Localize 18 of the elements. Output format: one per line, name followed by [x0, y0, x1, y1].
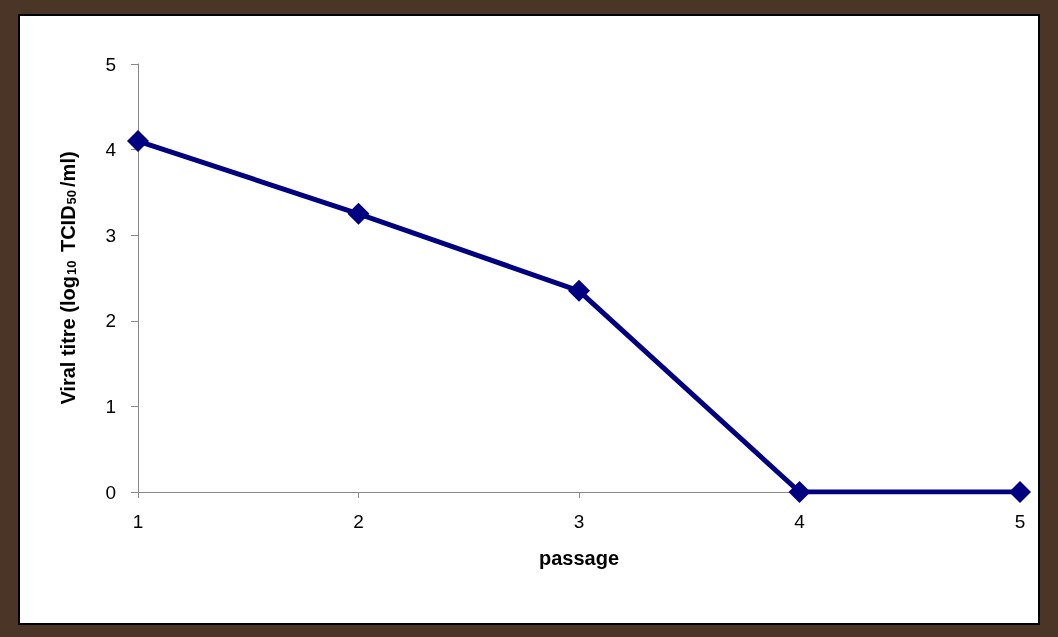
- x-tick-label: 4: [794, 511, 806, 532]
- point: [788, 481, 811, 503]
- point: [347, 202, 370, 225]
- y-axis-title: Viral titre (log10 TCID50/ml): [57, 151, 79, 405]
- y-tick-label: 0: [105, 481, 116, 503]
- x-tick-label: 3: [573, 511, 585, 532]
- y-tick-label: 4: [105, 139, 117, 161]
- point: [568, 279, 590, 302]
- y-tick-label: 3: [105, 224, 116, 246]
- y-tick-label: 2: [105, 310, 116, 332]
- x-tick-label: 1: [132, 511, 144, 532]
- x-axis-title: passage: [538, 547, 620, 569]
- y-tick-label: 5: [105, 53, 116, 75]
- x-tick-label: 5: [1014, 511, 1026, 532]
- point: [127, 130, 149, 153]
- x-tick-label: 2: [353, 511, 364, 532]
- point: [1009, 481, 1031, 503]
- y-tick-label: 1: [105, 395, 116, 417]
